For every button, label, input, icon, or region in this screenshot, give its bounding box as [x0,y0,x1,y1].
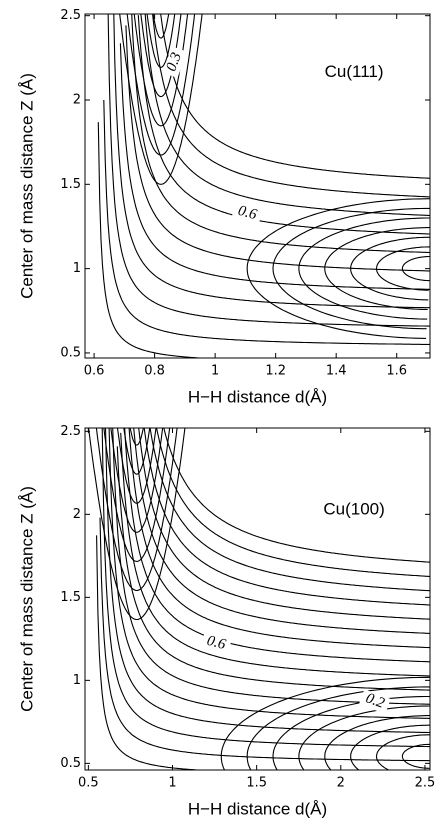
y-axis-label: Center of mass distance Z (Å) [17,486,36,712]
x-tick-label: 1.5 [246,776,267,791]
contour-line [133,14,189,127]
contour-line [138,428,430,620]
y-tick-label: 1 [73,673,81,688]
contour-line [152,14,170,39]
contour-line [298,217,430,320]
x-tick-label: 0.6 [84,364,105,379]
contour-line [272,207,430,330]
x-axis-label: H−H distance d(Å) [188,387,327,406]
contour-label: 0.6 [236,203,259,223]
contour-line [272,695,430,770]
x-tick-label: 1.6 [386,364,407,379]
contour-label: 0.2 [363,690,387,712]
x-tick-label: 1 [168,776,176,791]
contour-line [116,428,157,504]
contour-line [350,236,430,301]
contour-label-bg [200,632,232,655]
contour-line [401,255,430,282]
contour-line [163,428,430,563]
y-tick-label: 1 [73,261,81,276]
y-axis-label: Center of mass distance Z (Å) [17,73,36,299]
x-tick-label: 1.4 [326,364,347,379]
contour-plot [97,14,430,358]
y-tick-label: 2 [73,93,81,108]
x-tick-label: 0.5 [78,776,99,791]
contour-line [119,14,203,185]
contour-line [324,715,430,770]
contour-line [104,428,430,734]
contour-label-bg [162,46,188,79]
contour-line [128,428,430,649]
contour-line [125,25,430,272]
contour-label-bg [231,202,263,225]
contour-line [103,99,430,345]
contour-line [220,676,430,770]
contour-label: 0.3 [163,50,184,73]
y-tick-label: 2 [73,507,81,522]
contour-line [133,428,430,634]
x-tick-label: 1.2 [265,364,286,379]
contour-line [113,14,430,309]
contour-line [120,432,430,677]
contour-label-bg [358,689,391,714]
contour-line [97,122,209,358]
contour-line [96,535,207,770]
contour-label: 0.6 [205,633,228,653]
contour-line [401,743,430,769]
contour-line [246,686,430,770]
x-tick-label: 2 [337,776,345,791]
contour-line [246,198,430,339]
y-tick-label: 1.5 [60,590,81,605]
x-axis-label: H−H distance d(Å) [188,799,327,818]
y-tick-label: 2.5 [60,424,81,439]
y-tick-label: 0.5 [60,345,81,360]
x-tick-label: 0.8 [144,364,165,379]
x-tick-label: 1 [211,364,219,379]
contour-line [375,246,430,291]
contour-line [110,428,164,533]
contour-line [160,14,430,179]
contour-line [140,14,182,98]
contour-line [131,14,430,254]
contour-line [95,428,178,592]
contour-line [350,724,430,770]
contour-line [88,428,186,621]
contour-line [116,446,430,691]
contour-line [129,428,144,446]
y-tick-label: 1.5 [60,177,81,192]
x-tick-label: 2.5 [415,776,436,791]
contour-line [155,428,430,578]
contour-line [146,14,176,68]
contour-line [101,428,430,748]
contour-line [143,428,430,606]
annotation: Cu(100) [323,500,384,519]
contour-line [144,14,430,217]
contour-line [124,428,430,663]
contour-line [149,428,430,592]
annotation: Cu(111) [325,62,384,81]
plot-frame [84,13,431,359]
y-tick-label: 2.5 [60,8,81,23]
contour-line [152,14,430,198]
contour-line [375,734,430,770]
contour-line [103,428,171,562]
contour-line [324,227,430,311]
plot-frame [84,427,431,771]
contour-line [112,428,430,705]
contour-plot [88,428,430,770]
contour-line [298,705,430,770]
y-tick-label: 0.5 [60,756,81,771]
contour-line [126,14,196,156]
contour-line [99,517,430,762]
contour-line [123,428,151,475]
contour-line [108,428,430,719]
